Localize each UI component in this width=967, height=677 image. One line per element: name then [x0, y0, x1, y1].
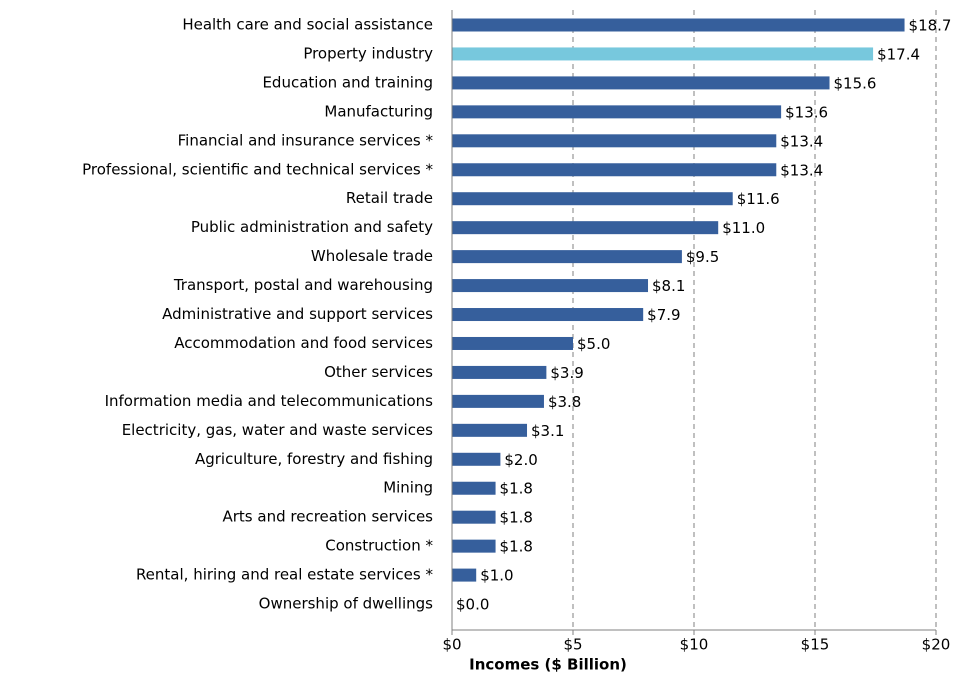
value-label: $1.8	[500, 509, 533, 527]
y-tick-label: Administrative and support services	[162, 305, 433, 323]
value-label: $5.0	[577, 335, 610, 353]
bar	[452, 539, 496, 553]
bar	[452, 423, 528, 437]
value-label: $1.0	[480, 567, 513, 585]
value-label: $13.4	[780, 161, 823, 179]
bar	[452, 336, 573, 350]
bar	[452, 105, 782, 119]
y-tick-label: Health care and social assistance	[182, 16, 433, 34]
x-tick-label: $15	[801, 636, 830, 654]
value-label: $18.7	[909, 17, 952, 35]
bar	[452, 221, 719, 235]
y-tick-label: Construction *	[325, 537, 433, 555]
value-label: $3.8	[548, 393, 581, 411]
y-tick-label: Mining	[383, 479, 433, 497]
y-tick-label: Rental, hiring and real estate services …	[136, 566, 434, 584]
value-label: $15.6	[834, 74, 877, 92]
bar	[452, 163, 777, 177]
y-tick-label: Retail trade	[346, 189, 433, 207]
value-label: $7.9	[647, 306, 680, 324]
x-tick-label: $10	[680, 636, 709, 654]
y-tick-label: Public administration and safety	[191, 218, 433, 236]
y-tick-label: Financial and insurance services *	[178, 131, 434, 149]
bar	[452, 279, 649, 293]
bar	[452, 134, 777, 148]
bar	[452, 192, 733, 206]
y-tick-label: Professional, scientific and technical s…	[82, 160, 433, 178]
value-label: $11.0	[722, 219, 765, 237]
bar	[452, 394, 544, 408]
x-axis-title: Incomes ($ Billion)	[469, 656, 627, 674]
bar	[452, 510, 496, 524]
y-tick-label: Manufacturing	[324, 102, 433, 120]
value-label: $13.6	[785, 103, 828, 121]
x-tick-label: $20	[922, 636, 951, 654]
bar	[452, 47, 874, 61]
value-label: $0.0	[456, 596, 489, 614]
y-tick-label: Accommodation and food services	[174, 334, 433, 352]
value-label: $11.6	[737, 190, 780, 208]
y-tick-label: Ownership of dwellings	[259, 595, 434, 613]
value-label: $13.4	[780, 132, 823, 150]
y-tick-label: Wholesale trade	[311, 247, 433, 265]
bar	[452, 365, 547, 379]
value-label: $3.9	[550, 364, 583, 382]
value-label: $3.1	[531, 422, 564, 440]
value-label: $17.4	[877, 45, 920, 63]
value-label: $1.8	[500, 538, 533, 556]
bar	[452, 18, 905, 32]
bar	[452, 568, 477, 582]
value-label: $8.1	[652, 277, 685, 295]
y-tick-label: Other services	[324, 363, 433, 381]
bar	[452, 76, 830, 90]
y-tick-label: Electricity, gas, water and waste servic…	[122, 421, 433, 439]
bar	[452, 250, 682, 264]
x-tick-label: $0	[442, 636, 461, 654]
value-label: $1.8	[500, 480, 533, 498]
bar	[452, 481, 496, 495]
y-tick-label: Transport, postal and warehousing	[173, 276, 433, 294]
y-tick-label: Property industry	[303, 44, 433, 62]
value-label: $2.0	[504, 451, 537, 469]
y-tick-label: Agriculture, forestry and fishing	[195, 450, 433, 468]
bar	[452, 452, 501, 466]
x-tick-label: $5	[563, 636, 582, 654]
y-tick-label: Arts and recreation services	[223, 508, 434, 526]
y-tick-label: Information media and telecommunications	[105, 392, 434, 410]
bar	[452, 308, 644, 322]
y-tick-label: Education and training	[262, 73, 433, 91]
value-label: $9.5	[686, 248, 719, 266]
